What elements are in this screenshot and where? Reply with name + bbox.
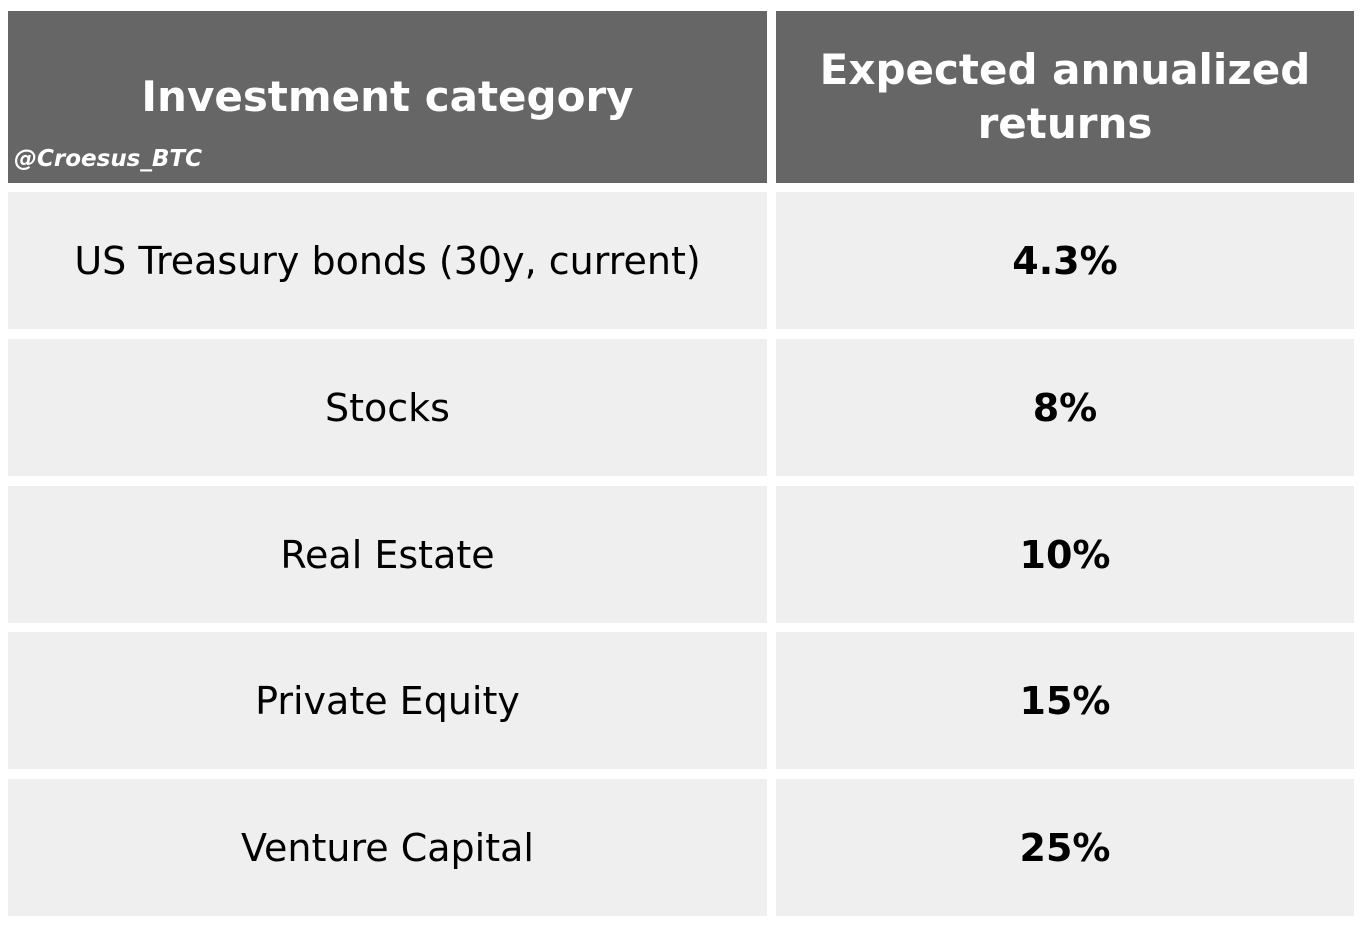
header-expected-returns-label: Expected annualized returns (819, 45, 1311, 148)
table-cell-return: 10% (776, 486, 1354, 623)
table-cell-return: 4.3% (776, 192, 1354, 329)
header-investment-category-label: Investment category (141, 72, 634, 121)
table-cell-return: 8% (776, 339, 1354, 476)
table-cell-return: 15% (776, 632, 1354, 769)
table-cell-category: US Treasury bonds (30y, current) (8, 192, 767, 329)
table-cell-category: Private Equity (8, 632, 767, 769)
header-investment-category: Investment category (8, 11, 767, 183)
table-cell-category: Venture Capital (8, 779, 767, 916)
watermark-handle: @Croesus_BTC (14, 146, 202, 172)
table-cell-return: 25% (776, 779, 1354, 916)
table-cell-category: Stocks (8, 339, 767, 476)
header-expected-returns: Expected annualized returns (776, 11, 1354, 183)
table-cell-category: Real Estate (8, 486, 767, 623)
